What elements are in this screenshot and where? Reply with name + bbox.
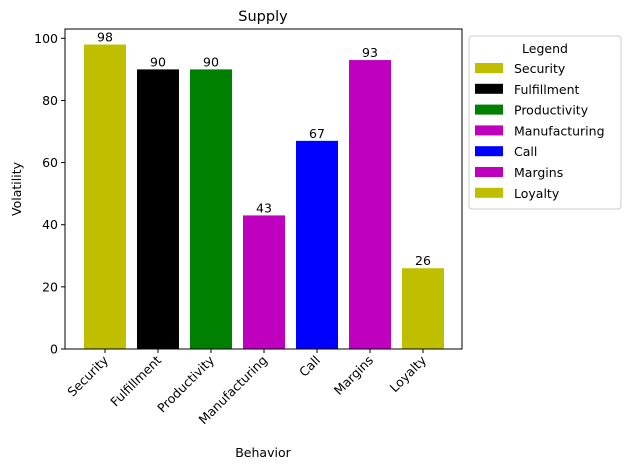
y-axis-label: Volatility: [9, 161, 24, 216]
x-tick-label-fulfillment: Fulfillment: [107, 352, 164, 409]
data-label-security: 98: [97, 30, 113, 45]
legend-label-fulfillment: Fulfillment: [514, 82, 580, 97]
legend-swatch-productivity: [475, 104, 503, 115]
legend-label-productivity: Productivity: [514, 103, 589, 118]
x-tick-label-margins: Margins: [331, 353, 376, 398]
legend-label-margins: Margins: [514, 165, 563, 180]
legend-label-manufacturing: Manufacturing: [514, 123, 605, 138]
y-tick-label: 0: [50, 342, 58, 357]
legend-frame: [468, 35, 622, 210]
x-axis-label: Behavior: [235, 445, 291, 460]
x-tick-label-security: Security: [64, 352, 111, 399]
legend-swatch-call: [475, 146, 503, 157]
data-label-call: 67: [309, 126, 325, 141]
legend: Legend Security Fulfillment Productivity Ma…: [468, 35, 622, 210]
bar-manufacturing: [243, 215, 285, 349]
bar-security: [84, 44, 126, 349]
bars: [84, 44, 444, 349]
bar-fulfillment: [137, 69, 179, 349]
legend-swatch-manufacturing: [475, 125, 503, 136]
x-axis-ticks: SecurityFulfillmentProductivityManufactu…: [64, 349, 430, 427]
legend-swatch-security: [475, 63, 503, 73]
data-label-manufacturing: 43: [256, 200, 272, 215]
data-label-productivity: 90: [203, 54, 219, 69]
y-axis-ticks: 0 20 40 60 80 100: [34, 31, 65, 357]
legend-swatch-margins: [475, 167, 503, 177]
legend-label-loyalty: Loyalty: [514, 186, 560, 201]
x-tick-label-call: Call: [296, 353, 323, 380]
legend-swatch-fulfillment: [475, 83, 503, 94]
data-label-loyalty: 26: [415, 253, 431, 268]
data-labels: 98 90 90 43 67 93 26: [97, 30, 431, 269]
y-tick-label: 100: [34, 31, 58, 46]
legend-title: Legend: [522, 41, 568, 56]
data-label-margins: 93: [362, 45, 378, 60]
bar-productivity: [190, 69, 232, 349]
bar-call: [296, 140, 338, 349]
y-tick-label: 20: [42, 279, 58, 294]
legend-label-security: Security: [514, 61, 566, 76]
x-tick-label-loyalty: Loyalty: [387, 352, 430, 395]
data-label-fulfillment: 90: [150, 54, 166, 69]
bar-margins: [349, 60, 391, 349]
plot-frame: [64, 28, 463, 350]
legend-items: Security Fulfillment Productivity Manufactu…: [475, 61, 605, 201]
y-tick-label: 40: [42, 217, 58, 232]
y-tick-label: 80: [42, 93, 58, 108]
legend-label-call: Call: [514, 144, 537, 159]
y-tick-label: 60: [42, 155, 58, 170]
legend-swatch-loyalty: [475, 187, 503, 198]
bar-loyalty: [402, 268, 444, 349]
chart-title: Supply: [238, 9, 288, 25]
